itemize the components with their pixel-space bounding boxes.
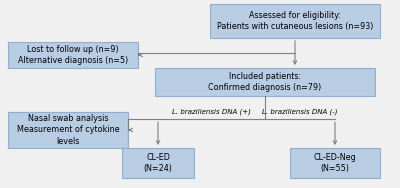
Text: Included patients:
Confirmed diagnosis (n=79): Included patients: Confirmed diagnosis (… [208, 72, 322, 92]
FancyBboxPatch shape [210, 4, 380, 38]
Text: Nasal swab analysis
Measurement of cytokine
levels: Nasal swab analysis Measurement of cytok… [17, 114, 119, 146]
FancyBboxPatch shape [290, 148, 380, 178]
Text: L. braziliensis DNA (-): L. braziliensis DNA (-) [262, 109, 338, 115]
FancyBboxPatch shape [8, 112, 128, 148]
FancyBboxPatch shape [155, 68, 375, 96]
Text: Assessed for eligibility:
Patients with cutaneous lesions (n=93): Assessed for eligibility: Patients with … [217, 11, 373, 31]
Text: L. braziliensis DNA (+): L. braziliensis DNA (+) [172, 109, 251, 115]
Text: CL-ED-Neg
(N=55): CL-ED-Neg (N=55) [314, 153, 356, 173]
FancyBboxPatch shape [8, 42, 138, 68]
FancyBboxPatch shape [122, 148, 194, 178]
Text: CL-ED
(N=24): CL-ED (N=24) [144, 153, 172, 173]
Text: Lost to follow up (n=9)
Alternative diagnosis (n=5): Lost to follow up (n=9) Alternative diag… [18, 45, 128, 65]
